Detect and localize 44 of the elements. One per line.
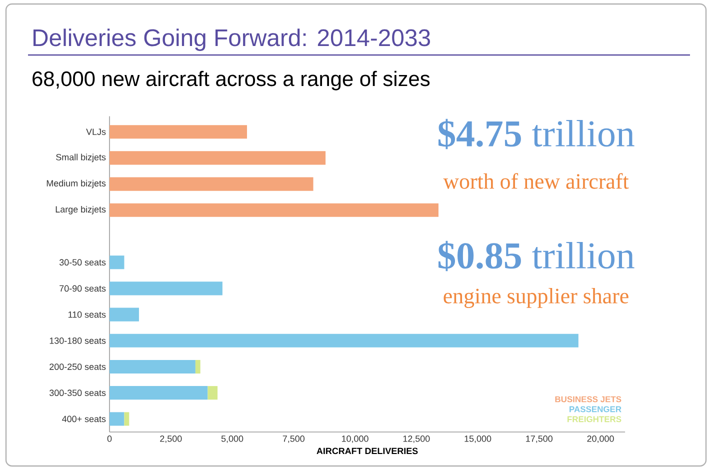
bar	[110, 282, 222, 296]
chart-subtitle: 68,000 new aircraft across a range of sizes	[32, 70, 430, 90]
x-tick-label: 2,500	[160, 436, 182, 443]
y-tick-label: 300-350 seats	[50, 390, 106, 396]
bar	[110, 125, 247, 139]
y-tick-label: 130-180 seats	[50, 337, 106, 344]
text: FREIGHTERS	[568, 416, 622, 422]
y-tick-label: Large bizjets	[56, 206, 106, 214]
bar	[110, 308, 139, 322]
bar	[110, 151, 326, 165]
x-tick-label: 10,000	[342, 436, 368, 443]
bar	[208, 386, 218, 400]
y-tick-label: 200-250 seats	[50, 364, 106, 370]
x-axis-title: AIRCRAFT DELIVERIES	[316, 448, 418, 454]
text: PASSENGER	[570, 406, 622, 412]
annotation: $4.75 trillion	[438, 118, 634, 150]
text: BUSINESS JETS	[555, 396, 622, 402]
x-tick-label: 5,000	[221, 436, 244, 443]
y-tick-label: 400+ seats	[62, 416, 106, 422]
bar	[110, 386, 208, 400]
bar	[110, 334, 578, 348]
bar	[110, 360, 196, 374]
x-tick-label: 15,000	[464, 436, 492, 443]
y-tick-label: 110 seats	[68, 311, 106, 318]
bar	[195, 360, 200, 374]
y-tick-label: Medium bizjets	[46, 180, 106, 188]
y-tick-label: VLJs	[86, 128, 106, 135]
bar	[110, 203, 438, 217]
x-tick-label: 12,500	[403, 436, 430, 443]
x-tick-label: 20,000	[587, 436, 614, 443]
y-tick-label: Small bizjets	[56, 154, 106, 162]
bar	[110, 177, 314, 191]
bar	[110, 412, 124, 426]
annotation: worth of new aircraft	[443, 173, 629, 189]
annotation: engine supplier share	[444, 288, 628, 308]
x-tick-label: 0	[107, 436, 112, 442]
y-tick-label: 30-50 seats	[59, 259, 106, 266]
y-tick-label: 70-90 seats	[60, 285, 106, 292]
x-tick-label: 17,500	[526, 436, 552, 443]
x-tick-label: 7,500	[282, 436, 305, 443]
bar	[110, 256, 124, 270]
chart-title: Deliveries Going Forward: 2014-2033	[34, 28, 430, 51]
annotation: $0.85 trillion	[438, 240, 634, 272]
bar	[124, 412, 130, 426]
